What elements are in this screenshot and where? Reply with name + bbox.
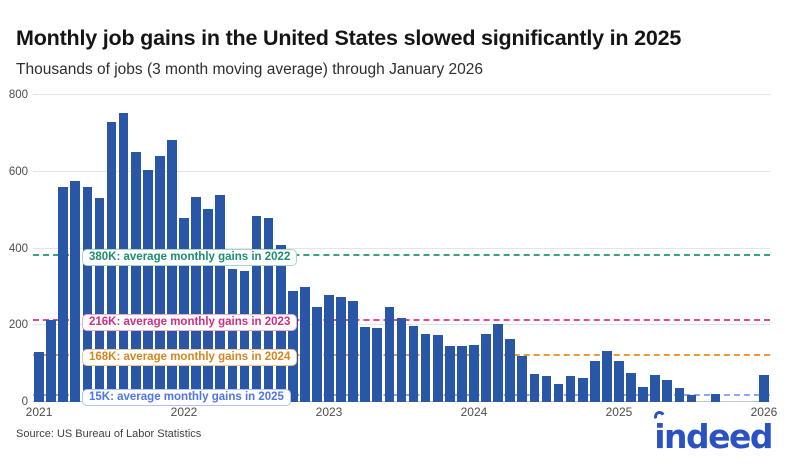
bar-2024-03	[493, 324, 503, 402]
bar-2022-01	[179, 218, 189, 402]
y-tick-label-800: 800	[8, 89, 28, 101]
y-tick-label-200: 200	[8, 319, 28, 332]
bar-2022-11	[300, 287, 310, 402]
bar-2022-12	[312, 306, 322, 402]
bar-2025-01	[614, 361, 624, 402]
bar-2024-04	[505, 339, 516, 402]
bar-2024-02	[481, 334, 491, 402]
bar-2025-06	[674, 388, 685, 402]
bar-2025-05	[662, 379, 673, 402]
bar-2022-08	[263, 218, 274, 402]
x-tick-label-2023: 2023	[315, 405, 343, 419]
bar-2022-02	[191, 197, 201, 402]
bar-2021-11	[155, 156, 165, 402]
average-line-380k	[33, 254, 770, 257]
y-tick-label-0: 0	[21, 396, 28, 408]
bar-2023-03	[348, 301, 358, 402]
bar-2023-01	[324, 294, 334, 402]
bar-2025-03	[638, 386, 648, 402]
bar-2023-10	[432, 334, 443, 402]
bar-2022-07	[251, 215, 262, 402]
bar-2023-06	[384, 307, 395, 402]
bar-2022-05	[227, 269, 238, 402]
indeed-logo: indeed	[652, 409, 773, 456]
x-tick-label-2026: 2026	[750, 405, 778, 419]
gridline-y-400	[33, 247, 770, 249]
bar-2023-05	[372, 327, 383, 402]
gridline-y-600	[33, 170, 770, 172]
y-tick-label-400: 400	[8, 242, 28, 255]
bar-2024-09	[565, 375, 576, 402]
bar-2021-09	[130, 151, 141, 402]
bar-2025-02	[626, 373, 636, 402]
indeed-logo-text: indeed	[654, 417, 773, 456]
bar-2023-12	[457, 345, 467, 402]
bar-2024-08	[553, 384, 564, 402]
chart-subtitle: Thousands of jobs (3 month moving averag…	[16, 61, 484, 78]
bar-2026-01	[759, 374, 769, 402]
bar-2022-10	[287, 290, 298, 402]
bar-2023-09	[420, 334, 431, 402]
bar-2023-02	[336, 297, 346, 402]
x-tick-label-2021: 2021	[25, 405, 53, 419]
bar-2023-04	[360, 326, 371, 402]
x-tick-label-2025: 2025	[605, 405, 633, 419]
gridline-y-800	[33, 94, 770, 95]
source-note: Source: US Bureau of Labor Statistics	[16, 428, 202, 440]
bar-2024-11	[589, 361, 600, 402]
bar-2023-08	[408, 325, 419, 402]
plot-area: 380K: average monthly gains in 2022 216K:…	[33, 94, 770, 406]
y-tick-label-600: 600	[8, 165, 28, 178]
bar-2024-10	[577, 378, 588, 402]
bar-2024-05	[517, 355, 528, 402]
chart-title: Monthly job gains in the United States s…	[16, 26, 682, 50]
bar-2025-09	[710, 393, 721, 402]
bar-2021-10	[142, 169, 153, 402]
bar-2022-06	[239, 270, 250, 402]
average-label-216k: 216K: average monthly gains in 2023	[82, 313, 298, 331]
bar-2024-01	[469, 344, 479, 402]
x-tick-label-2022: 2022	[170, 405, 198, 419]
bar-2021-12	[167, 139, 177, 402]
bar-2021-01	[34, 351, 44, 402]
bar-2021-06	[94, 198, 105, 402]
bar-2022-04	[215, 195, 226, 402]
average-label-168k: 168K: average monthly gains in 2024	[82, 348, 298, 366]
bar-2025-04	[650, 374, 661, 402]
bar-2024-12	[602, 350, 612, 402]
x-tick-label-2024: 2024	[460, 405, 488, 419]
bar-2021-05	[82, 186, 93, 402]
average-label-380k: 380K: average monthly gains in 2022	[82, 248, 298, 266]
bar-2025-07	[686, 395, 697, 402]
bar-2023-07	[396, 317, 407, 402]
bar-2022-03	[203, 209, 214, 402]
bar-2024-07	[541, 375, 552, 402]
average-label-15k: 15K: average monthly gains in 2025	[82, 388, 291, 406]
bar-2021-02	[46, 319, 56, 402]
bar-2021-03	[58, 186, 69, 402]
bar-2021-04	[70, 180, 81, 402]
bar-2023-11	[444, 345, 455, 402]
bar-2024-06	[529, 374, 540, 402]
